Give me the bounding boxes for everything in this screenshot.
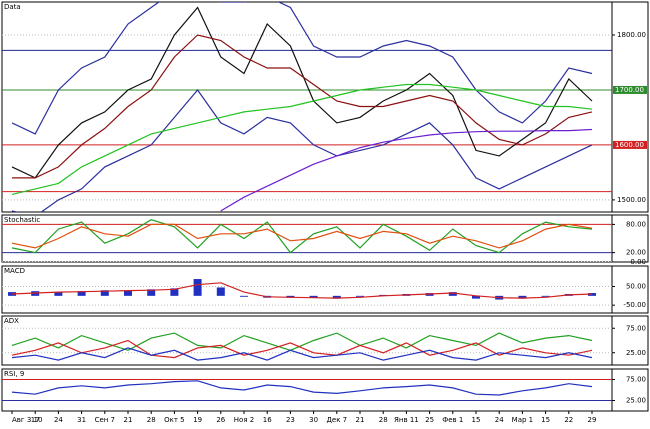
series-line (12, 34, 593, 179)
y-tick-label: 25.00 (626, 397, 646, 405)
bar (332, 295, 341, 299)
panel-title: MACD (4, 267, 25, 275)
bar (100, 290, 109, 296)
bar (54, 292, 63, 296)
bar (170, 288, 179, 296)
y-tick-label: 25.00 (626, 349, 646, 357)
y-tick-label: 75.00 (626, 324, 646, 332)
x-tick-label: Мар 1 (512, 416, 533, 424)
panel-frame (1, 214, 649, 263)
panel-title: ADX (4, 317, 19, 325)
bar (309, 295, 318, 298)
x-tick-label: 21 (356, 416, 365, 424)
series-line (220, 128, 593, 212)
y-tick-label: 1500.00 (617, 196, 646, 204)
y-tick-label: 80.00 (626, 220, 646, 228)
x-tick-label: 31 (77, 416, 86, 424)
x-tick-label: Янв 11 (394, 416, 419, 424)
bar (216, 287, 225, 296)
x-tick-label: 16 (263, 416, 272, 424)
plot (2, 327, 612, 361)
x-tick-label: 22 (564, 416, 573, 424)
bar (356, 295, 364, 297)
series-line (11, 347, 593, 361)
x-tick-label: 19 (193, 416, 202, 424)
x-tick-label: Авг 3 10 (12, 416, 42, 424)
y-tick-label: 75.00 (626, 376, 646, 384)
level-box (613, 140, 647, 149)
y-tick-label: 50.00 (626, 283, 646, 291)
y-tick-label: 0.00 (630, 258, 646, 266)
bar (77, 291, 86, 296)
panel-title: RSI, 9 (4, 370, 24, 378)
x-tick-label: Дек 7 (326, 416, 347, 424)
panel-frame (1, 315, 649, 366)
x-tick-label: 21 (124, 416, 133, 424)
plot (2, 219, 612, 262)
series-line (11, 282, 593, 299)
series-line (11, 223, 593, 249)
series-line (11, 6, 593, 179)
x-tick-label: 24 (54, 416, 63, 424)
x-tick-label: 24 (495, 416, 504, 424)
x-tick-label: Ноя 2 (234, 416, 254, 424)
panel-title: Stochastic (4, 216, 40, 224)
plot (2, 279, 612, 306)
x-tick-label: 15 (541, 416, 550, 424)
series-line (11, 219, 593, 254)
level-label: 1600.00 (615, 141, 644, 149)
series-line (11, 2, 593, 135)
x-tick-label: 23 (286, 416, 295, 424)
x-tick-label: 15 (472, 416, 481, 424)
bar (240, 295, 248, 297)
series-line (11, 89, 593, 212)
plot (2, 379, 612, 401)
bar (472, 295, 480, 299)
y-tick-label: 20.00 (626, 249, 646, 257)
bar (541, 295, 550, 297)
panel-title: Data (4, 3, 21, 11)
series-line (11, 339, 593, 359)
panel-frame (1, 265, 649, 314)
bar (193, 279, 202, 296)
series-line (11, 83, 593, 195)
level-label: 1700.00 (615, 86, 644, 94)
panel-frame (1, 1, 649, 213)
panel-frame (1, 368, 649, 412)
x-tick-label: 25 (425, 416, 434, 424)
x-tick-label: Сен 7 (95, 416, 115, 424)
x-tick-label: 28 (379, 416, 388, 424)
bar (518, 295, 527, 299)
x-tick-label: 29 (588, 416, 597, 424)
level-box (613, 85, 647, 94)
series-line (11, 380, 593, 396)
x-tick-label: 30 (309, 416, 318, 424)
y-tick-label: 1800.00 (617, 31, 646, 39)
x-tick-label: 26 (216, 416, 225, 424)
bar (448, 292, 457, 296)
x-tick-label: Окт 5 (164, 416, 185, 424)
series-line (11, 332, 593, 351)
bar (124, 290, 132, 296)
x-tick-label: Фев 1 (442, 416, 463, 424)
y-tick-label: -50.00 (623, 301, 646, 309)
x-tick-label: 17 (31, 416, 40, 424)
x-tick-label: 28 (147, 416, 156, 424)
bar (147, 289, 156, 296)
plot (2, 2, 612, 212)
